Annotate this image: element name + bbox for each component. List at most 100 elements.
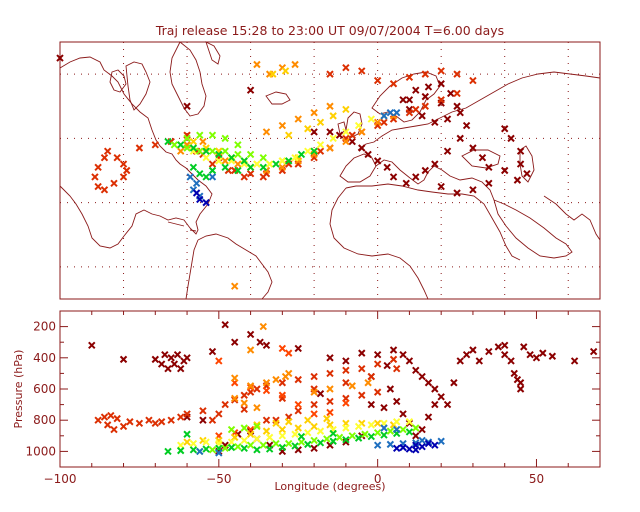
map-trajectory-point xyxy=(326,128,334,136)
y-tick-label: 1000 xyxy=(25,444,56,458)
map-trajectory-point xyxy=(316,147,325,155)
profile-trajectory-point xyxy=(246,346,255,354)
profile-trajectory-point xyxy=(202,438,210,446)
coast-africa xyxy=(329,183,521,300)
map-trajectory-point xyxy=(335,131,344,139)
profile-trajectory-point xyxy=(380,424,388,432)
map-trajectory-point xyxy=(453,89,461,98)
profile-trajectory-point xyxy=(367,372,376,381)
map-trajectory-point xyxy=(103,147,112,155)
profile-trajectory-point xyxy=(119,355,128,364)
profile-trajectory-point xyxy=(358,349,366,357)
profile-trajectory-point xyxy=(437,437,445,445)
profile-trajectory-point xyxy=(367,400,376,409)
profile-trajectory-point xyxy=(253,421,261,429)
profile-trajectory-point xyxy=(284,439,293,448)
profile-trajectory-point xyxy=(392,425,401,434)
profile-trajectory-point xyxy=(262,379,271,387)
profile-trajectory-point xyxy=(326,369,334,378)
profile-trajectory-point xyxy=(392,444,401,452)
map-trajectory-point xyxy=(453,102,461,110)
coast-north-america xyxy=(59,56,213,249)
profile-trajectory-point xyxy=(164,447,172,456)
profile-trajectory-point xyxy=(278,432,287,440)
profile-trajectory-point xyxy=(234,443,242,451)
map-trajectory-point xyxy=(437,96,445,104)
map-trajectory-point xyxy=(412,173,420,181)
profile-trajectory-point xyxy=(570,357,579,365)
map-trajectory-point xyxy=(202,153,210,162)
map-trajectory-point xyxy=(265,160,274,168)
y-axis-title: Pressure (hPa) xyxy=(12,350,25,429)
map-trajectory-point xyxy=(389,80,398,88)
map-trajectory-point xyxy=(485,163,493,171)
map-trajectory-point xyxy=(310,147,318,155)
profile-trajectory-point xyxy=(373,441,382,449)
profile-trajectory-point xyxy=(253,404,261,412)
map-trajectory-point xyxy=(399,96,407,104)
profile-trajectory-point xyxy=(196,447,204,456)
profile-trajectory-point xyxy=(342,424,350,432)
map-trajectory-point xyxy=(373,76,382,85)
map-trajectory-point xyxy=(100,186,109,194)
map-trajectory-point xyxy=(202,147,210,155)
profile-trajectory-point xyxy=(221,444,229,452)
profile-trajectory-point xyxy=(94,416,102,424)
map-trajectory-point xyxy=(253,160,261,168)
profile-trajectory-point xyxy=(272,419,280,428)
map-trajectory-point xyxy=(284,131,293,139)
profile-trajectory-point xyxy=(278,379,287,387)
map-grid xyxy=(60,42,600,299)
map-trajectory-point xyxy=(456,108,464,117)
map-trajectory-point xyxy=(316,141,325,149)
map-trajectory-point xyxy=(469,186,477,194)
profile-trajectory-point xyxy=(354,422,363,431)
coast-hudson-bay xyxy=(109,69,127,93)
map-trajectory-point xyxy=(453,189,461,197)
map-trajectory-point xyxy=(221,320,229,329)
profile-trajectory-point xyxy=(262,427,271,435)
map-trajectory-point xyxy=(234,166,242,175)
map-trajectory-point xyxy=(294,115,302,123)
map-trajectory-point xyxy=(119,173,128,181)
map-trajectory-point xyxy=(507,134,515,143)
map-trajectory-point xyxy=(342,63,350,72)
profile-trajectory-point xyxy=(310,444,318,452)
profile-trajectory-point xyxy=(510,369,518,378)
map-trajectory-point xyxy=(183,102,191,110)
map-trajectory-point xyxy=(462,121,471,130)
map-trajectory-point xyxy=(199,137,207,146)
coastlines xyxy=(59,41,601,300)
profile-trajectory-point xyxy=(253,422,261,431)
profile-trajectory-point xyxy=(329,429,337,438)
profile-trajectory-point xyxy=(412,432,420,440)
map-trajectory-point xyxy=(183,144,191,152)
profile-trajectory-point xyxy=(405,357,414,365)
map-trajectory-point xyxy=(164,137,172,146)
map-trajectory-point xyxy=(208,173,217,181)
profile-trajectory-point xyxy=(284,369,293,378)
map-trajectory-point xyxy=(189,144,198,152)
profile-trajectory-point xyxy=(431,385,439,393)
profile-trajectory-point xyxy=(412,446,420,454)
x-tick-label: 0 xyxy=(374,472,382,486)
map-trajectory-point xyxy=(421,166,430,175)
map-trajectory-point xyxy=(246,150,255,159)
profile-trajectory-point xyxy=(412,439,420,447)
map-trajectory-point xyxy=(281,67,290,75)
profile-trajectory-point xyxy=(103,421,112,429)
profile-trajectory-point xyxy=(424,438,433,446)
map-trajectory-point xyxy=(402,179,410,188)
profile-trajectory-point xyxy=(418,372,426,381)
profile-trajectory-point xyxy=(316,427,325,435)
map-trajectory-point xyxy=(240,173,248,181)
map-trajectory-point xyxy=(278,157,287,165)
profile-trajectory-point xyxy=(170,360,179,368)
profile-trajectory-point xyxy=(110,425,118,434)
profile-trajectory-point xyxy=(364,379,372,387)
profile-trajectory-point xyxy=(297,438,306,446)
map-trajectory-point xyxy=(348,131,356,139)
profile-trajectory-point xyxy=(208,347,217,356)
map-trajectory-point xyxy=(513,176,522,184)
profile-trajectory-point xyxy=(256,338,264,346)
